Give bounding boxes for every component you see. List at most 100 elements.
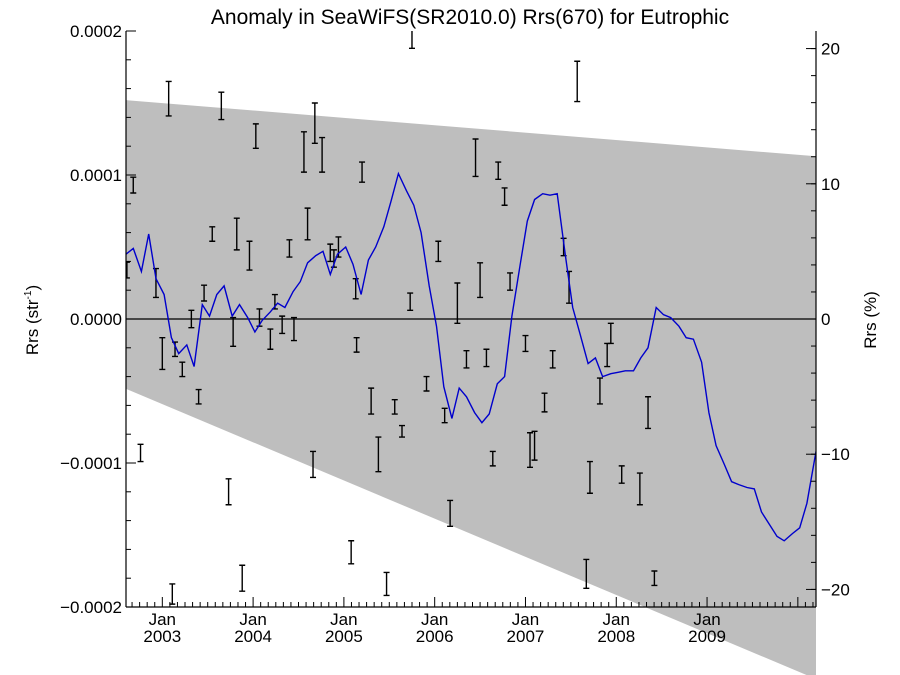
x-tick-label-year: 2008 — [597, 627, 635, 646]
error-bar — [472, 138, 479, 178]
error-bar — [391, 398, 398, 415]
error-bar — [130, 176, 137, 194]
error-bar — [209, 226, 216, 242]
error-bar — [586, 460, 593, 494]
error-bar — [645, 396, 652, 430]
x-tick-label-month: Jan — [149, 610, 176, 629]
y-right-tick-label: −10 — [821, 445, 850, 464]
error-bar — [383, 571, 390, 597]
confidence-band — [126, 100, 816, 675]
error-bar — [188, 309, 195, 329]
error-bar — [165, 80, 172, 117]
error-bar — [126, 261, 130, 279]
x-tick-label-month: Jan — [239, 610, 266, 629]
error-bar — [651, 570, 658, 587]
error-bar — [225, 478, 232, 506]
error-bar — [408, 31, 415, 49]
y-right-tick-label: −20 — [821, 580, 850, 599]
error-bar — [304, 207, 311, 241]
x-tick-label-month: Jan — [693, 610, 720, 629]
error-bar — [607, 322, 614, 345]
x-tick-label-year: 2005 — [325, 627, 363, 646]
error-bar — [399, 424, 405, 438]
error-bar — [501, 187, 508, 206]
error-bar — [300, 131, 307, 173]
error-bar — [239, 564, 246, 592]
error-bar — [233, 217, 240, 251]
error-bar — [201, 284, 208, 302]
y-axis-left-title: Rrs (str-1) — [23, 285, 42, 355]
error-bar — [195, 388, 202, 405]
error-bar — [327, 243, 334, 263]
error-bar — [179, 361, 186, 378]
error-bar — [348, 540, 355, 565]
error-bar — [441, 407, 448, 424]
x-tick-label-year: 2009 — [688, 627, 726, 646]
error-bar — [527, 432, 534, 469]
error-bar — [279, 315, 286, 335]
y-left-tick-label: −0.0002 — [60, 598, 122, 617]
error-bar — [507, 272, 514, 291]
error-bar — [463, 349, 470, 369]
x-tick-label-year: 2007 — [507, 627, 545, 646]
error-bar — [246, 240, 253, 271]
y-left-tick-label: 0.0001 — [70, 166, 122, 185]
x-tick-label-year: 2006 — [416, 627, 454, 646]
error-bar — [169, 583, 176, 605]
x-tick-label-month: Jan — [512, 610, 539, 629]
error-bar — [359, 161, 366, 183]
x-tick-label-month: Jan — [603, 610, 630, 629]
y-right-tick-label: 20 — [821, 40, 840, 59]
error-bar — [267, 328, 274, 350]
error-bar — [311, 102, 318, 145]
error-bar — [252, 123, 259, 150]
error-bar — [290, 316, 297, 342]
error-bar — [319, 136, 326, 173]
error-bar — [454, 282, 461, 325]
x-tick-label-month: Jan — [421, 610, 448, 629]
error-bar — [541, 392, 548, 413]
y-right-tick-label: 10 — [821, 175, 840, 194]
y-right-tick-label: 0 — [821, 310, 830, 329]
error-bar — [477, 262, 484, 299]
error-bar — [447, 499, 454, 528]
error-bar — [531, 430, 538, 461]
error-bar — [310, 450, 317, 479]
error-bar — [435, 240, 442, 263]
error-bar — [218, 91, 225, 121]
error-bar — [574, 60, 581, 103]
y-left-tick-label: 0.0002 — [70, 22, 122, 41]
x-tick-label-year: 2004 — [234, 627, 272, 646]
y-axis-left-title-end: ) — [23, 285, 42, 291]
error-bar — [352, 277, 359, 300]
y-axis-left-title-sup: -1 — [23, 290, 34, 299]
error-bar — [618, 465, 625, 484]
error-bar — [423, 375, 430, 392]
error-bar — [636, 472, 643, 506]
error-bar — [368, 387, 375, 415]
error-bar — [159, 337, 166, 371]
error-bar — [256, 308, 263, 327]
error-bar — [375, 436, 382, 473]
error-bar — [489, 450, 496, 467]
y-left-tick-label: −0.0001 — [60, 454, 122, 473]
error-bar — [353, 337, 360, 353]
x-tick-label-month: Jan — [330, 610, 357, 629]
error-bar — [137, 443, 144, 463]
y-left-tick-label: 0.0000 — [70, 310, 122, 329]
error-bar — [596, 377, 603, 405]
error-bar — [522, 334, 529, 353]
error-bar — [230, 316, 237, 348]
error-bar — [286, 239, 293, 258]
error-bar — [549, 349, 556, 369]
y-axis-right-title: Rrs (%) — [861, 291, 880, 349]
chart-title: Anomaly in SeaWiFS(SR2010.0) Rrs(670) fo… — [211, 6, 729, 29]
y-axis-left-title-main: Rrs (str — [23, 299, 42, 355]
x-tick-label-year: 2003 — [143, 627, 181, 646]
error-bar — [407, 292, 414, 312]
error-bar — [583, 558, 590, 589]
error-bar — [483, 348, 490, 368]
series-line — [126, 171, 816, 542]
error-bar — [495, 161, 502, 181]
